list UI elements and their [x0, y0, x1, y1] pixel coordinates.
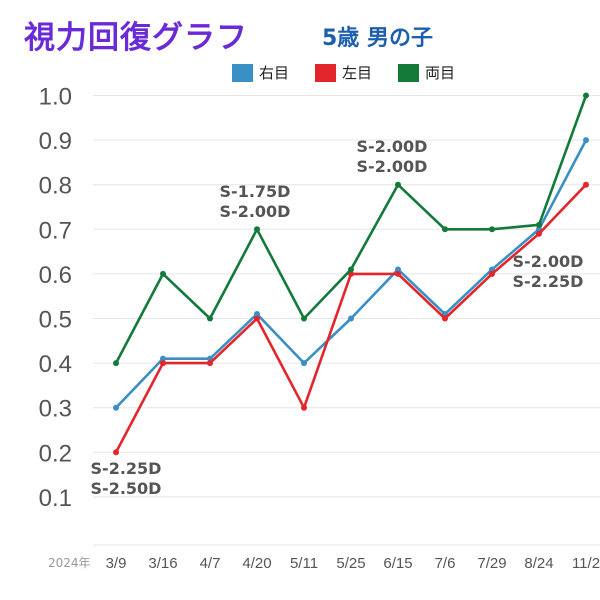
- annotation-line: S-2.50D: [91, 479, 162, 498]
- year-label: 2024年: [48, 556, 91, 570]
- data-point-both: [254, 226, 260, 233]
- annotation-line: S-2.00D: [513, 252, 584, 271]
- legend-swatch-both: [398, 63, 420, 82]
- annotation-line: S-2.00D: [357, 137, 428, 156]
- annotation-line: S-1.75D: [220, 182, 291, 201]
- data-point-right: [348, 315, 354, 322]
- data-point-left: [395, 270, 401, 277]
- data-point-left: [301, 404, 307, 411]
- x-tick-label: 11/2: [572, 555, 600, 572]
- data-point-both: [348, 266, 354, 273]
- annotation-label: S-1.75D S-2.00D: [220, 182, 291, 221]
- data-point-both: [489, 226, 495, 233]
- data-point-left: [207, 360, 213, 367]
- annotation-line: S-2.25D: [513, 272, 584, 291]
- x-tick-label: 7/6: [435, 555, 456, 572]
- legend-item-both: 両目: [398, 62, 455, 83]
- legend: 右目 左目 両目: [232, 62, 455, 83]
- y-tick-label: 0.4: [39, 351, 72, 378]
- data-point-both: [207, 315, 213, 322]
- y-tick-label: 0.6: [39, 262, 72, 289]
- y-tick-label: 1.0: [39, 84, 72, 111]
- annotation-label: S-2.00D S-2.00D: [357, 137, 428, 176]
- legend-item-left: 左目: [315, 62, 372, 83]
- data-point-both: [442, 226, 448, 233]
- data-point-both: [113, 360, 119, 367]
- data-point-both: [536, 221, 542, 228]
- legend-item-right: 右目: [232, 62, 289, 83]
- data-point-left: [583, 181, 589, 188]
- data-point-left: [254, 315, 260, 322]
- y-tick-label: 0.7: [39, 217, 72, 244]
- data-point-both: [395, 181, 401, 188]
- chart-title: 視力回復グラフ: [24, 20, 248, 56]
- data-point-both: [583, 92, 589, 99]
- y-tick-label: 0.5: [39, 307, 72, 334]
- y-tick-label: 0.3: [39, 396, 72, 423]
- x-tick-label: 3/16: [148, 555, 177, 572]
- legend-label-right: 右目: [259, 64, 290, 82]
- annotation-line: S-2.25D: [91, 459, 162, 478]
- data-point-left: [160, 360, 166, 367]
- x-tick-label: 3/9: [106, 555, 127, 572]
- annotation-line: S-2.00D: [357, 157, 428, 176]
- legend-label-left: 左目: [342, 64, 373, 82]
- chart-subtitle: 5歳 男の子: [322, 26, 433, 51]
- data-point-right: [160, 355, 166, 362]
- data-point-both: [301, 315, 307, 322]
- legend-label-both: 両目: [425, 64, 456, 82]
- x-tick-label: 4/20: [242, 555, 271, 572]
- data-point-left: [489, 270, 495, 277]
- y-tick-label: 0.9: [39, 128, 72, 155]
- legend-swatch-right: [232, 63, 253, 82]
- data-point-left: [536, 230, 542, 237]
- x-tick-label: 8/24: [524, 555, 553, 572]
- data-point-left: [113, 449, 119, 456]
- y-tick-label: 0.1: [39, 485, 72, 512]
- data-point-right: [254, 311, 260, 318]
- x-tick-label: 4/7: [200, 555, 221, 572]
- x-tick-label: 5/11: [290, 555, 318, 572]
- y-tick-label: 0.2: [39, 440, 72, 467]
- x-tick-label: 5/25: [336, 555, 365, 572]
- data-point-left: [442, 315, 448, 322]
- legend-swatch-left: [315, 63, 337, 82]
- data-point-right: [301, 360, 307, 367]
- annotation-label: S-2.00D S-2.25D: [513, 252, 584, 291]
- x-tick-label: 7/29: [477, 555, 506, 572]
- annotation-line: S-2.00D: [220, 202, 291, 221]
- data-point-right: [583, 137, 589, 144]
- x-tick-label: 6/15: [383, 555, 412, 572]
- data-point-both: [160, 270, 166, 277]
- data-point-right: [113, 404, 119, 411]
- data-point-right: [395, 266, 401, 273]
- annotation-label: S-2.25D S-2.50D: [91, 459, 162, 498]
- y-tick-label: 0.8: [39, 173, 72, 200]
